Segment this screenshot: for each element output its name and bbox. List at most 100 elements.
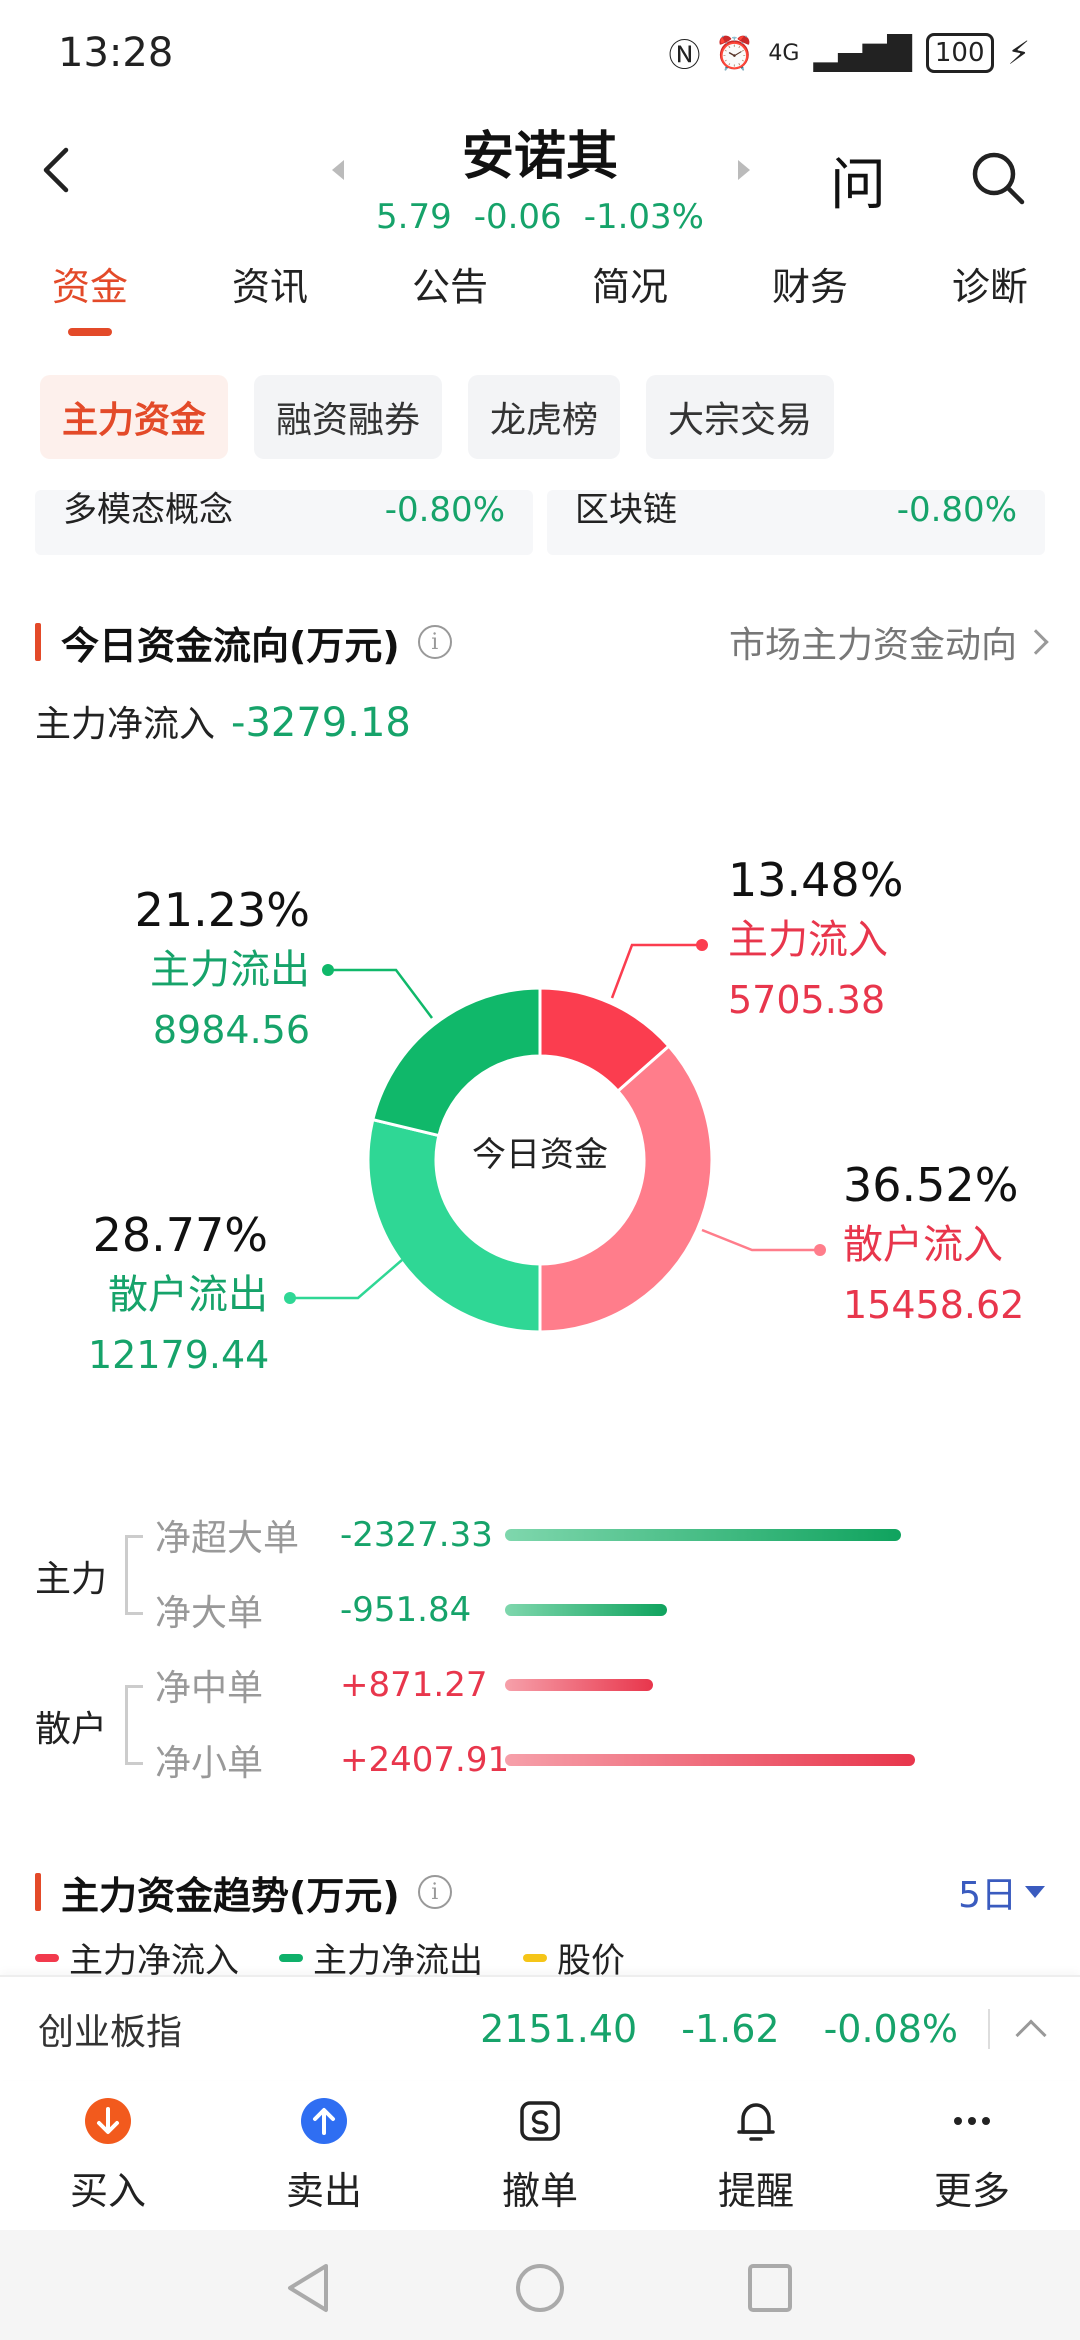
slice-value: 12179.44 — [88, 1333, 270, 1377]
today-flow-header: 今日资金流向(万元) i 市场主力资金动向 — [35, 612, 1049, 672]
leader-dot-main-out — [322, 964, 334, 976]
flow-donut-chart: 今日资金 — [284, 939, 826, 1334]
status-bar: 13:28 Ⓝ ⏰ 4G ▂▄▆█ 100 ⚡ — [0, 0, 1080, 100]
legend-item: 股价 — [523, 1940, 625, 1975]
group-label-main: 主力 — [35, 1559, 108, 1600]
stock-change: -0.06 — [473, 197, 562, 237]
cancel-order-icon — [520, 2100, 560, 2141]
prev-stock-icon[interactable] — [332, 160, 344, 180]
status-icons: Ⓝ ⏰ 4G ▂▄▆█ 100 ⚡ — [669, 30, 1030, 76]
more-label: 更多 — [933, 2168, 1010, 2213]
tab-news[interactable]: 资讯 — [231, 265, 308, 309]
legend-item: 主力净流入 — [35, 1940, 239, 1975]
chevron-up-icon[interactable] — [1015, 2018, 1047, 2051]
cancel-order-button[interactable]: 撤单 — [432, 2080, 648, 2230]
leader-dot-main-in — [696, 939, 708, 951]
info-icon[interactable]: i — [417, 1875, 452, 1909]
back-icon[interactable] — [28, 140, 88, 200]
legend-label: 主力净流出 — [313, 1941, 483, 1975]
tab-financials[interactable]: 财务 — [771, 265, 848, 309]
donut-center-label: 今日资金 — [472, 1135, 608, 1175]
subtab-block-trade[interactable]: 大宗交易 — [646, 375, 835, 459]
sell-button[interactable]: 卖出 — [216, 2080, 432, 2230]
index-ticker-bar[interactable]: 创业板指 2151.40 -1.62 -0.08% — [0, 1975, 1080, 2080]
more-icon — [954, 2116, 990, 2125]
period-dropdown[interactable]: 5日 — [958, 1866, 1045, 1918]
alarm-icon: ⏰ — [714, 34, 755, 72]
system-nav-bar — [0, 2230, 1080, 2340]
tab-diagnosis[interactable]: 诊断 — [951, 265, 1028, 309]
concept-card[interactable]: 多模态概念 -0.80% — [35, 490, 533, 555]
index-name: 创业板指 — [38, 2011, 183, 2053]
net-inflow-value: -3279.18 — [231, 700, 411, 746]
slice-label-retail-in: 36.52% 散户流入 15458.62 — [843, 1155, 1024, 1335]
market-flow-link-label: 市场主力资金动向 — [728, 625, 1017, 666]
net-inflow-label: 主力净流入 — [35, 704, 216, 745]
buy-button[interactable]: 买入 — [0, 2080, 216, 2230]
system-back-icon[interactable] — [280, 2260, 340, 2316]
leader-dot-retail-out — [284, 1292, 296, 1304]
system-home-icon[interactable] — [510, 2260, 570, 2316]
tab-bar: 资金 资讯 公告 简况 财务 诊断 — [0, 256, 1080, 336]
legend-label: 股价 — [557, 1941, 625, 1975]
concept-card[interactable]: 区块链 -0.80% — [547, 490, 1045, 555]
donut-slice-retail-in — [538, 1043, 714, 1334]
slice-pct: 21.23% — [134, 883, 310, 937]
concept-name: 区块链 — [575, 490, 677, 530]
next-stock-icon[interactable] — [738, 160, 750, 180]
order-size-breakdown: 主力 散户 净超大单 -2327.33 净大单 -951.84 净中单 +871… — [0, 1505, 1080, 1805]
slice-value: 15458.62 — [843, 1283, 1025, 1327]
concept-pct: -0.80% — [896, 490, 1017, 530]
slice-name: 散户流入 — [843, 1222, 1003, 1268]
breakdown-label: 净小单 — [155, 1743, 264, 1784]
bell-icon — [737, 2102, 775, 2141]
slice-label-main-out: 21.23% 主力流出 8984.56 — [120, 880, 310, 1060]
bottom-action-bar: 买入 卖出 撤单 提醒 更多 — [0, 2080, 1080, 2230]
more-button[interactable]: 更多 — [864, 2080, 1080, 2230]
tab-profile[interactable]: 简况 — [591, 265, 668, 309]
subtab-dragon-tiger[interactable]: 龙虎榜 — [468, 375, 621, 459]
section-accent-bar — [35, 623, 41, 661]
slice-pct: 36.52% — [843, 1158, 1019, 1212]
slice-name: 主力流入 — [728, 917, 888, 963]
title-block: 安诺其 5.79 -0.06 -1.03% — [0, 114, 1080, 237]
breakdown-value: -951.84 — [340, 1590, 472, 1630]
slice-value: 5705.38 — [728, 978, 886, 1022]
leader-line-retail-in — [701, 1228, 820, 1252]
concept-pct: -0.80% — [384, 490, 505, 530]
subtab-main-funds[interactable]: 主力资金 — [40, 375, 229, 459]
alert-button[interactable]: 提醒 — [648, 2080, 864, 2230]
battery-icon: 100 — [925, 33, 994, 73]
leader-line-main-out — [328, 968, 433, 1019]
stock-price: 5.79 — [376, 197, 452, 237]
charging-icon: ⚡ — [1007, 34, 1030, 72]
breakdown-label: 净中单 — [155, 1668, 264, 1709]
info-icon[interactable]: i — [417, 625, 452, 659]
slice-pct: 28.77% — [92, 1208, 268, 1262]
trend-header: 主力资金趋势(万元) i 5日 — [35, 1862, 1045, 1922]
breakdown-bar — [505, 1604, 667, 1616]
subtab-bar: 主力资金 融资融券 龙虎榜 大宗交易 — [40, 375, 835, 459]
market-flow-link[interactable]: 市场主力资金动向 — [728, 616, 1049, 668]
group-bracket — [125, 1685, 143, 1765]
stock-change-pct: -1.03% — [583, 197, 704, 237]
breakdown-value: -2327.33 — [340, 1515, 493, 1555]
leader-dot-retail-in — [814, 1244, 826, 1256]
search-icon[interactable] — [968, 148, 1028, 208]
donut-slice-main-out — [370, 986, 542, 1138]
system-recents-icon[interactable] — [740, 2260, 800, 2316]
donut-slice-retail-out — [366, 1117, 542, 1334]
breakdown-row: 净大单 -951.84 — [155, 1580, 667, 1640]
caret-down-icon — [1025, 1886, 1045, 1898]
index-change-pct: -0.08% — [823, 2006, 958, 2051]
tab-announcements[interactable]: 公告 — [411, 265, 488, 309]
header: 安诺其 5.79 -0.06 -1.03% 问 — [0, 110, 1080, 240]
tab-funds[interactable]: 资金 — [52, 256, 128, 336]
breakdown-row: 净超大单 -2327.33 — [155, 1505, 901, 1565]
ask-button[interactable]: 问 — [830, 153, 886, 218]
breakdown-value: +871.27 — [340, 1665, 488, 1705]
leader-line-main-in — [610, 943, 702, 999]
subtab-margin[interactable]: 融资融券 — [254, 375, 443, 459]
breakdown-bar — [505, 1754, 915, 1766]
breakdown-value: +2407.91 — [340, 1740, 510, 1780]
